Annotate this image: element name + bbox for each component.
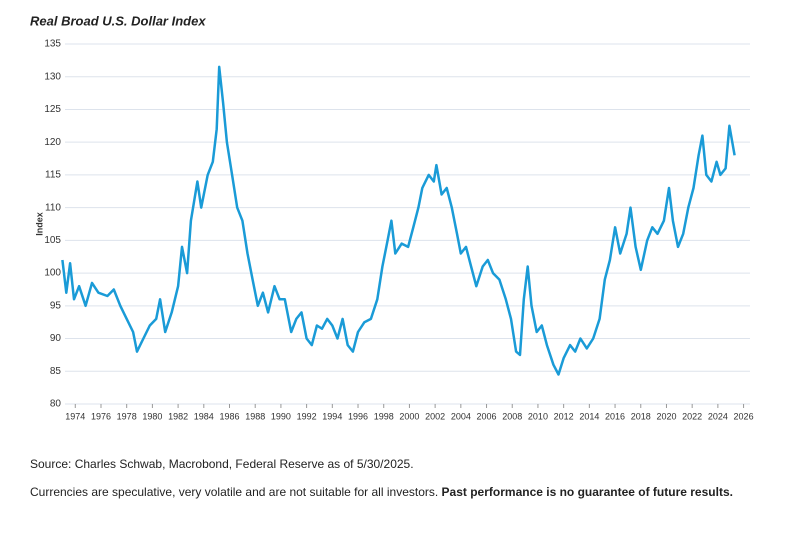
x-tick-label: 1996 xyxy=(348,411,368,421)
x-tick-label: 1976 xyxy=(91,411,111,421)
y-tick-label: 80 xyxy=(50,399,62,410)
chart: Real Broad U.S. Dollar Index Index 80 85 9… xyxy=(30,13,754,421)
x-tick-label: 1988 xyxy=(245,411,265,421)
x-tick-label: 1990 xyxy=(271,411,291,421)
x-tick-label: 2020 xyxy=(656,411,676,421)
x-tick-label: 1986 xyxy=(219,411,239,421)
y-tick-label: 135 xyxy=(44,39,61,50)
y-tick-label: 130 xyxy=(44,71,61,82)
disclaimer-text: Currencies are speculative, very volatil… xyxy=(30,485,439,499)
disclaimer-bold: Past performance is no guarantee of futu… xyxy=(441,485,733,499)
disclaimer: Currencies are speculative, very volatil… xyxy=(30,485,733,499)
source-note: Source: Charles Schwab, Macrobond, Feder… xyxy=(30,457,414,471)
x-tick-label: 1992 xyxy=(297,411,317,421)
x-tick-label: 2010 xyxy=(528,411,548,421)
y-tick-label: 95 xyxy=(50,300,62,311)
x-tick-label: 2018 xyxy=(631,411,651,421)
y-tick-label: 100 xyxy=(44,268,61,279)
y-tick-label: 115 xyxy=(45,170,61,181)
y-tick-label: 120 xyxy=(44,137,61,148)
x-tick-label: 2024 xyxy=(708,411,728,421)
y-tick-label: 85 xyxy=(50,366,62,377)
y-tick-label: 125 xyxy=(44,104,61,115)
y-tick-label: 105 xyxy=(44,235,61,246)
x-tick-label: 1978 xyxy=(117,411,137,421)
x-tick-label: 1984 xyxy=(194,411,214,421)
chart-title: Real Broad U.S. Dollar Index xyxy=(30,13,206,28)
x-tick-label: 2002 xyxy=(425,411,445,421)
x-tick-label: 2022 xyxy=(682,411,702,421)
y-axis-label: Index xyxy=(34,212,44,236)
x-tick-label: 2012 xyxy=(554,411,574,421)
data-line xyxy=(61,65,736,376)
x-tick-label: 1998 xyxy=(374,411,394,421)
x-tick-label: 1994 xyxy=(322,411,342,421)
x-tick-label: 2000 xyxy=(399,411,419,421)
x-tick-label: 1974 xyxy=(65,411,85,421)
x-tick-label: 2008 xyxy=(502,411,522,421)
x-tick-label: 1980 xyxy=(142,411,162,421)
x-tick-label: 2016 xyxy=(605,411,625,421)
x-tick-label: 2014 xyxy=(579,411,599,421)
x-tick-label: 2026 xyxy=(734,411,754,421)
y-tick-label: 90 xyxy=(50,333,62,344)
x-tick-label: 2006 xyxy=(477,411,497,421)
x-tick-label: 1982 xyxy=(168,411,188,421)
y-tick-label: 110 xyxy=(45,202,61,213)
x-tick-label: 2004 xyxy=(451,411,471,421)
